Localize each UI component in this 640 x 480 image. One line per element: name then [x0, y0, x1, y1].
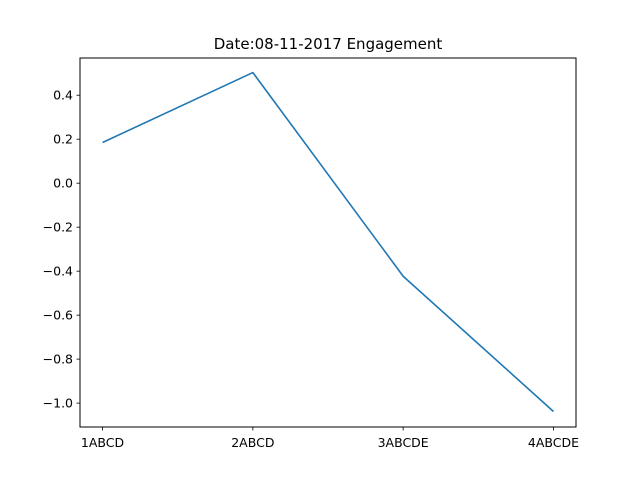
- series-line: [102, 71, 554, 413]
- x-tick-label: 4ABCDE: [528, 435, 579, 450]
- y-tick-label: 0.2: [53, 132, 73, 147]
- y-tick-label: 0.4: [53, 88, 73, 103]
- y-tick-label: −0.2: [43, 220, 73, 235]
- y-tick-label: −1.0: [43, 396, 73, 411]
- chart-title: Date:08-11-2017 Engagement: [214, 35, 443, 53]
- y-tick-label: 0.0: [53, 176, 73, 191]
- x-tick-label: 1ABCD: [81, 435, 124, 450]
- y-tick-label: −0.6: [43, 308, 73, 323]
- y-tick-label: −0.4: [43, 264, 73, 279]
- plot-area-frame: [79, 57, 577, 428]
- y-tick-label: −0.8: [43, 352, 73, 367]
- chart-marks: 0.4 0.2 0.0 −0.2 −0.4 −0.6 −0.8 −1.0 1ABCD 2ABCD 3…: [43, 71, 579, 450]
- x-tick-label: 2ABCD: [231, 435, 274, 450]
- x-tick-label: 3ABCDE: [378, 435, 429, 450]
